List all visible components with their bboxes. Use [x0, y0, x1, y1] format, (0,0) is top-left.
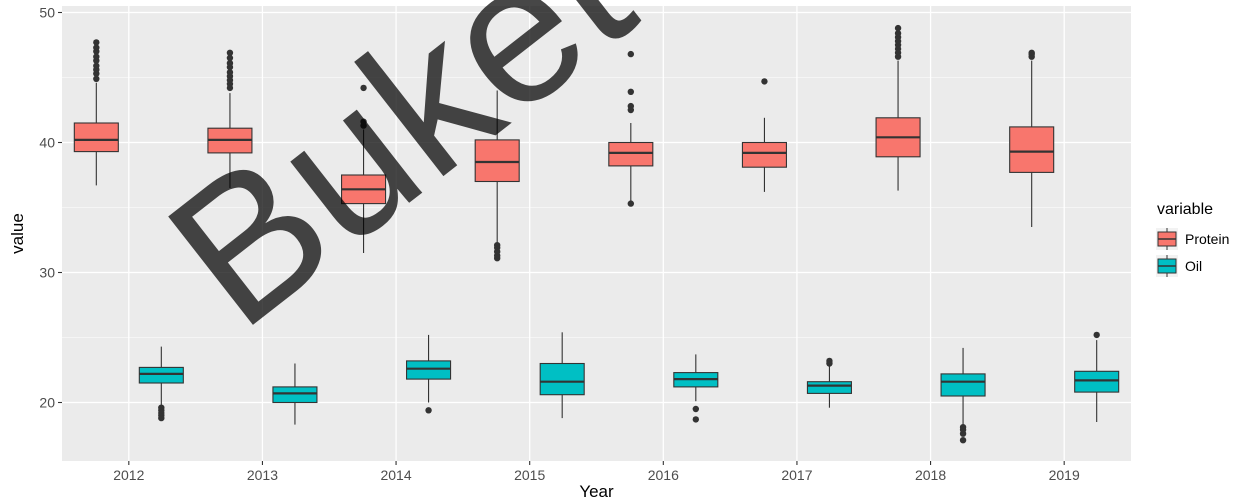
outlier-point: [425, 407, 432, 414]
outlier-point: [627, 88, 635, 96]
box-body: [406, 360, 452, 380]
outlier-point: [1093, 331, 1100, 339]
outlier-point: [226, 54, 234, 62]
box-oil-2017: [806, 357, 852, 408]
legend: variable Protein Oil: [1156, 201, 1229, 277]
legend-label: Oil: [1185, 258, 1202, 274]
box-oil-2012: [138, 346, 184, 422]
box-protein-2016: [608, 50, 654, 207]
outlier-point: [692, 416, 700, 423]
outlier-point: [894, 30, 902, 37]
outlier-point: [226, 49, 234, 56]
legend-label: Protein: [1185, 231, 1229, 247]
box-marks: [73, 24, 1120, 444]
box-body: [806, 381, 852, 394]
box-body: [73, 122, 119, 153]
box-oil-2015: [539, 332, 585, 419]
box-body: [741, 141, 787, 168]
x-tick-label: 2015: [514, 467, 545, 483]
y-axis-title: value: [8, 213, 27, 254]
box-protein-2019: [1009, 49, 1055, 227]
x-tick-label: 2016: [648, 467, 679, 483]
outlier-point: [93, 39, 100, 46]
outlier-point: [627, 200, 635, 207]
outlier-point: [959, 437, 967, 444]
box-protein-2014: [341, 84, 387, 253]
box-body: [608, 141, 654, 167]
box-protein-2018: [875, 24, 921, 191]
outlier-point: [1028, 49, 1035, 56]
x-tick-label: 2013: [247, 467, 278, 483]
box-body: [1009, 126, 1055, 173]
x-tick-label: 2017: [781, 467, 812, 483]
outlier-point: [93, 75, 100, 83]
outlier-point: [360, 118, 367, 125]
outlier-point: [959, 424, 967, 431]
box-body: [272, 386, 318, 404]
outlier-point: [360, 84, 367, 92]
outlier-point: [93, 53, 100, 60]
legend-item-protein: Protein: [1156, 228, 1229, 250]
outlier-point: [93, 62, 100, 69]
box-body: [474, 139, 520, 183]
outlier-point: [226, 60, 234, 67]
box-oil-2013: [272, 363, 318, 425]
box-oil-2014: [406, 334, 452, 414]
x-tick-label: 2012: [113, 467, 144, 483]
y-tick-label: 40: [39, 135, 55, 151]
box-protein-2017: [741, 78, 787, 192]
box-oil-2018: [940, 347, 986, 444]
x-axis-title: Year: [579, 482, 614, 501]
box-protein-2013: [207, 49, 253, 188]
box-protein-2012: [73, 39, 119, 186]
legend-item-oil: Oil: [1156, 255, 1202, 277]
y-tick-label: 30: [39, 265, 55, 281]
outlier-point: [627, 50, 635, 58]
box-oil-2016: [673, 354, 719, 423]
legend-title: variable: [1157, 201, 1213, 218]
grid-lines: [62, 6, 1131, 461]
outlier-point: [826, 357, 833, 365]
box-body: [1074, 370, 1120, 393]
x-tick-label: 2019: [1049, 467, 1080, 483]
box-oil-2019: [1074, 331, 1120, 422]
x-tick-label: 2014: [380, 467, 411, 483]
box-protein-2015: [474, 90, 520, 262]
x-axis: 2012 2013 2014 2015 2016 2017 2018 2019: [113, 461, 1080, 483]
outlier-point: [493, 242, 501, 249]
y-axis: 20 30 40 50: [39, 5, 62, 411]
outlier-point: [158, 404, 165, 411]
y-tick-label: 50: [39, 5, 55, 21]
outlier-point: [226, 69, 234, 76]
outlier-point: [761, 78, 768, 85]
outlier-point: [93, 44, 100, 51]
x-tick-label: 2018: [915, 467, 946, 483]
outlier-point: [894, 24, 902, 32]
y-tick-label: 20: [39, 395, 55, 411]
box-body: [940, 373, 986, 397]
box-body: [539, 362, 585, 396]
outlier-point: [692, 405, 700, 413]
outlier-point: [627, 102, 635, 110]
box-body: [138, 366, 184, 384]
